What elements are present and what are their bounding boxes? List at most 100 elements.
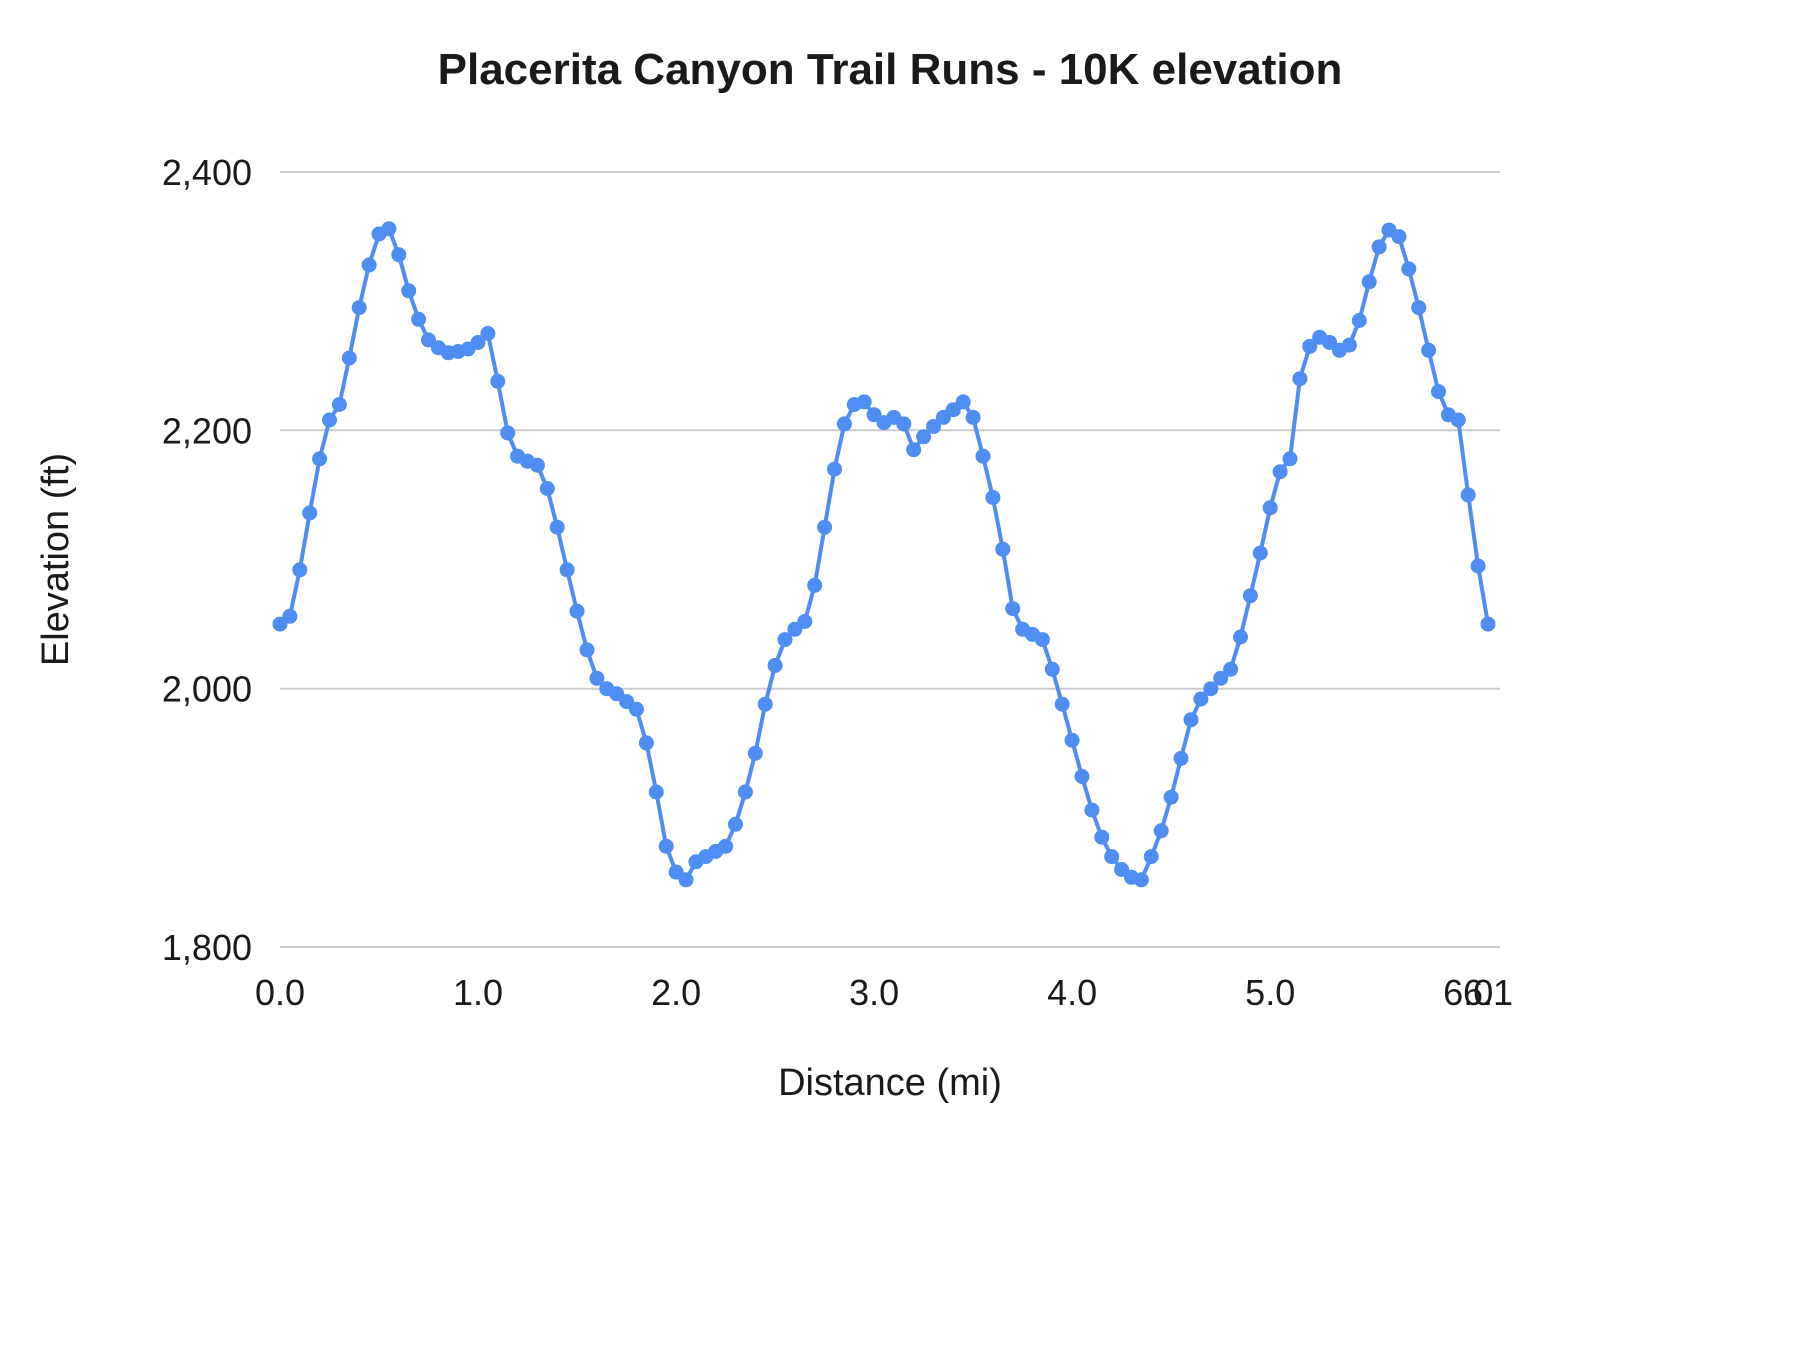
data-point-marker bbox=[292, 562, 308, 578]
data-point-marker bbox=[1252, 545, 1268, 561]
data-point-marker bbox=[1104, 849, 1120, 865]
x-tick-label: 6.1 bbox=[1463, 972, 1513, 1013]
data-point-marker bbox=[817, 519, 833, 535]
data-point-marker bbox=[1054, 696, 1070, 712]
x-tick-label: 0.0 bbox=[255, 972, 305, 1013]
data-point-marker bbox=[480, 326, 496, 341]
gridlines bbox=[280, 171, 1500, 948]
data-point-marker bbox=[1143, 849, 1159, 865]
data-point-marker bbox=[579, 642, 595, 658]
elevation-series bbox=[272, 221, 1496, 888]
data-point-marker bbox=[1421, 342, 1437, 358]
data-point-marker bbox=[1153, 823, 1169, 839]
data-point-marker bbox=[1183, 712, 1199, 728]
data-point-marker bbox=[1411, 300, 1427, 316]
data-point-marker bbox=[1480, 616, 1496, 632]
y-tick-label: 2,200 bbox=[162, 410, 252, 451]
x-tick-label: 6.0 bbox=[1443, 972, 1493, 1013]
x-tick-label: 1.0 bbox=[453, 972, 503, 1013]
data-point-marker bbox=[351, 300, 367, 316]
y-tick-label: 2,000 bbox=[162, 669, 252, 710]
data-point-marker bbox=[1292, 371, 1308, 387]
data-point-marker bbox=[896, 416, 912, 432]
data-point-marker bbox=[906, 442, 922, 458]
data-point-marker bbox=[965, 409, 981, 425]
x-tick-label: 2.0 bbox=[651, 972, 701, 1013]
data-point-marker bbox=[1450, 412, 1466, 428]
x-axis-tick-labels: 0.0 1.0 2.0 3.0 4.0 5.0 6.06.1 bbox=[255, 972, 1513, 1013]
data-point-marker bbox=[1470, 558, 1486, 574]
data-point-marker bbox=[1391, 229, 1407, 245]
data-point-marker bbox=[401, 283, 417, 299]
data-point-marker bbox=[1272, 464, 1288, 480]
chart-title: Placerita Canyon Trail Runs - 10K elevat… bbox=[438, 45, 1343, 94]
data-point-marker bbox=[1242, 588, 1258, 604]
data-point-marker bbox=[767, 657, 783, 673]
data-point-marker bbox=[638, 735, 654, 751]
data-point-marker bbox=[1361, 274, 1377, 290]
data-point-marker bbox=[926, 419, 941, 434]
data-point-marker bbox=[1282, 451, 1298, 467]
y-axis-tick-labels: 1,800 2,000 2,200 2,400 bbox=[162, 152, 252, 968]
data-point-marker bbox=[539, 481, 555, 496]
data-point-marker bbox=[629, 701, 644, 717]
data-point-marker bbox=[381, 221, 397, 237]
data-point-marker bbox=[1302, 338, 1318, 354]
data-point-marker bbox=[391, 247, 407, 263]
data-point-marker bbox=[341, 350, 357, 366]
data-point-marker bbox=[916, 429, 932, 445]
data-point-marker bbox=[728, 816, 743, 832]
data-point-marker bbox=[331, 397, 347, 412]
data-point-marker bbox=[1431, 384, 1446, 400]
x-axis-title: Distance (mi) bbox=[778, 1062, 1002, 1104]
data-point-marker bbox=[559, 562, 575, 578]
x-tick-label: 5.0 bbox=[1245, 972, 1295, 1013]
data-point-marker bbox=[361, 257, 377, 273]
data-point-marker bbox=[470, 335, 486, 350]
data-point-marker bbox=[312, 451, 328, 467]
data-point-marker bbox=[1034, 632, 1050, 648]
data-point-marker bbox=[827, 461, 842, 477]
data-point-marker bbox=[1163, 789, 1179, 805]
data-point-marker bbox=[1203, 681, 1219, 697]
data-point-marker bbox=[648, 784, 664, 800]
data-point-marker bbox=[1173, 750, 1189, 766]
data-point-marker bbox=[747, 745, 763, 761]
data-point-marker bbox=[1371, 239, 1387, 255]
data-point-marker bbox=[322, 412, 337, 428]
data-point-marker bbox=[737, 784, 753, 800]
data-point-marker bbox=[1223, 661, 1239, 677]
data-point-marker bbox=[411, 311, 427, 327]
x-tick-label: 3.0 bbox=[849, 972, 899, 1013]
data-point-marker bbox=[1460, 487, 1476, 503]
data-point-marker bbox=[718, 838, 734, 854]
data-point-marker bbox=[797, 614, 813, 629]
data-point-marker bbox=[529, 457, 545, 473]
data-point-marker bbox=[282, 608, 298, 624]
data-point-marker bbox=[995, 541, 1011, 557]
x-tick-label: 4.0 bbox=[1047, 972, 1097, 1013]
data-point-marker bbox=[1094, 829, 1110, 845]
data-point-marker bbox=[549, 519, 565, 535]
y-tick-label: 2,400 bbox=[162, 152, 252, 193]
data-point-marker bbox=[658, 838, 674, 854]
data-point-marker bbox=[1133, 872, 1149, 888]
data-point-marker bbox=[1341, 337, 1357, 353]
data-point-marker bbox=[777, 632, 793, 648]
data-point-marker bbox=[975, 448, 991, 464]
data-point-marker bbox=[985, 490, 1001, 505]
data-point-marker bbox=[1213, 670, 1229, 686]
data-point-marker bbox=[856, 394, 872, 410]
data-point-marker bbox=[1262, 500, 1278, 516]
data-point-marker bbox=[955, 394, 971, 410]
data-point-marker bbox=[302, 505, 318, 521]
data-point-marker bbox=[500, 425, 516, 441]
y-axis-title: Elevation (ft) bbox=[35, 453, 77, 666]
data-point-marker bbox=[1233, 629, 1248, 645]
data-point-marker bbox=[490, 373, 506, 389]
data-point-marker bbox=[807, 577, 823, 593]
data-point-marker bbox=[569, 603, 585, 619]
data-point-marker bbox=[836, 416, 852, 432]
